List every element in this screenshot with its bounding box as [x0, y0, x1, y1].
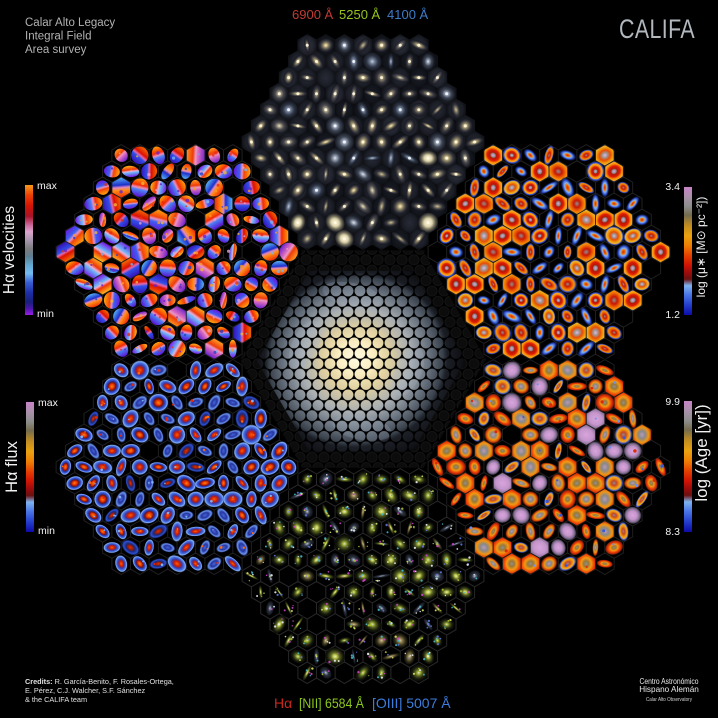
svg-text:8.3: 8.3: [665, 526, 680, 538]
svg-text:[NII] 6584 Å: [NII] 6584 Å: [299, 695, 365, 711]
svg-text:6900 Å: 6900 Å: [292, 7, 334, 22]
svg-text:min: min: [38, 525, 55, 537]
svg-text:log (μ∗ [M⊙ pc⁻²]): log (μ∗ [M⊙ pc⁻²]): [694, 197, 708, 298]
svg-text:Centro Astronómico: Centro Astronómico: [640, 677, 699, 686]
svg-text:log (Age [yr]): log (Age [yr]): [692, 404, 711, 501]
svg-text:Hα flux: Hα flux: [3, 440, 21, 492]
svg-text:Area survey: Area survey: [25, 44, 87, 56]
svg-text:Hα: Hα: [274, 695, 292, 711]
svg-text:Credits: R. García-Benito, F.: Credits: R. García-Benito, F. Rosales-Or…: [25, 677, 174, 686]
svg-text:Calar Alto Legacy: Calar Alto Legacy: [25, 17, 115, 29]
svg-text:5250 Å: 5250 Å: [339, 7, 381, 22]
svg-text:CALIFA: CALIFA: [619, 14, 695, 44]
svg-text:& the CALIFA team: & the CALIFA team: [25, 695, 87, 704]
svg-text:Hispano Alemán: Hispano Alemán: [639, 685, 699, 694]
svg-text:[OIII] 5007 Å: [OIII] 5007 Å: [372, 695, 451, 711]
svg-text:E. Pérez, C.J. Walcher, S.F. S: E. Pérez, C.J. Walcher, S.F. Sánchez: [25, 686, 146, 695]
svg-text:9.9: 9.9: [665, 396, 680, 408]
svg-text:Integral Field: Integral Field: [25, 31, 91, 43]
svg-text:3.4: 3.4: [665, 181, 680, 193]
svg-text:Hα velocities: Hα velocities: [1, 206, 18, 294]
svg-text:Calar Alto Observatory: Calar Alto Observatory: [646, 697, 692, 703]
svg-text:min: min: [37, 308, 54, 320]
svg-text:max: max: [38, 397, 59, 409]
svg-text:max: max: [37, 180, 58, 192]
svg-text:1.2: 1.2: [665, 309, 680, 321]
svg-text:4100 Å: 4100 Å: [387, 7, 429, 22]
